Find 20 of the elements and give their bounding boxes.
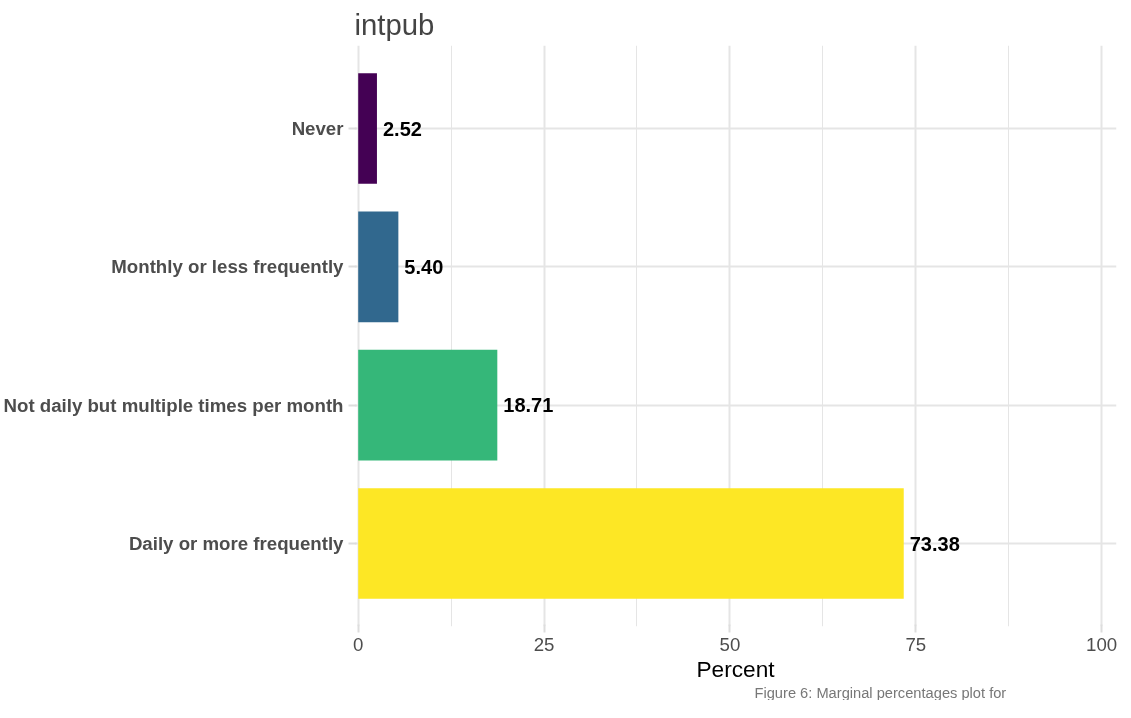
y-tick-label: Monthly or less frequently [111, 256, 345, 278]
y-tick-label: Not daily but multiple times per month [3, 394, 344, 416]
bar [358, 73, 377, 184]
y-tick-label: Never [291, 118, 344, 139]
x-tick-label: 0 [353, 633, 364, 655]
x-tick-label: 50 [719, 633, 741, 655]
data-label: 5.40 [404, 255, 444, 278]
caption: Figure 6: Marginal percentages plot for [754, 684, 1007, 701]
data-label: 73.38 [909, 532, 960, 555]
chart-title: intpub [354, 7, 435, 41]
bar [358, 211, 399, 323]
x-axis-title: Percent [696, 655, 776, 682]
y-tick-label: Daily or more frequently [128, 533, 345, 554]
x-tick-label: 25 [533, 633, 555, 655]
x-tick-label: 100 [1086, 633, 1118, 655]
bar [358, 349, 498, 461]
data-label: 18.71 [503, 394, 554, 417]
bar [358, 488, 904, 599]
x-tick-label: 75 [905, 633, 927, 655]
data-label: 2.52 [382, 117, 422, 140]
